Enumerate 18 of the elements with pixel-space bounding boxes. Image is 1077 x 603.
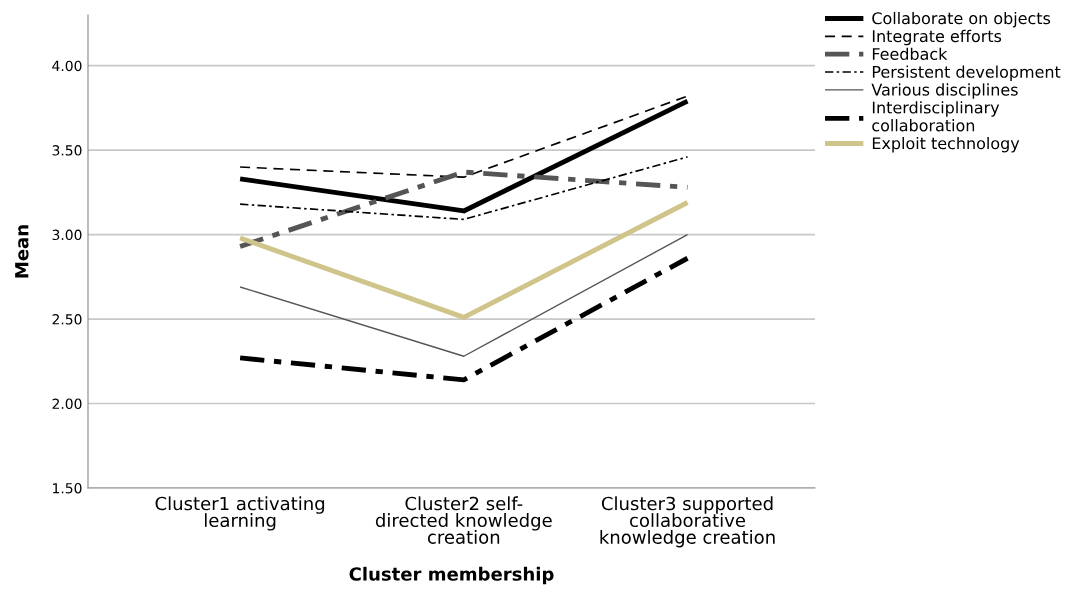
y-axis-title: Mean	[15, 225, 29, 278]
y-tick-label: 3.00	[52, 229, 82, 241]
x-tick-label: Cluster2 self- directed knowledge creation	[375, 496, 552, 544]
x-tick-label: Cluster1 activating learning	[155, 496, 325, 531]
y-tick-label: 2.50	[52, 314, 82, 325]
legend-label: Collaborate on objects	[872, 11, 1051, 28]
legend-label: Exploit technology	[872, 136, 1020, 153]
x-tick-label: Cluster3 supported collaborative knowledge creation	[600, 496, 775, 548]
legend-label: Various disciplines	[871, 83, 1018, 99]
legend-label: Interdisciplinary collaboration	[872, 101, 1000, 132]
x-axis-title: Cluster membership	[349, 566, 554, 585]
legend-label: Feedback	[872, 47, 948, 60]
y-tick-label: 3.50	[52, 145, 82, 156]
legend-label: Persistent development	[872, 65, 1061, 81]
y-tick-label: 1.50	[53, 482, 82, 494]
y-tick-label: 4.00	[52, 60, 82, 72]
y-tick-label: 2.00	[52, 398, 82, 410]
legend-label: Integrate efforts	[872, 29, 1002, 46]
